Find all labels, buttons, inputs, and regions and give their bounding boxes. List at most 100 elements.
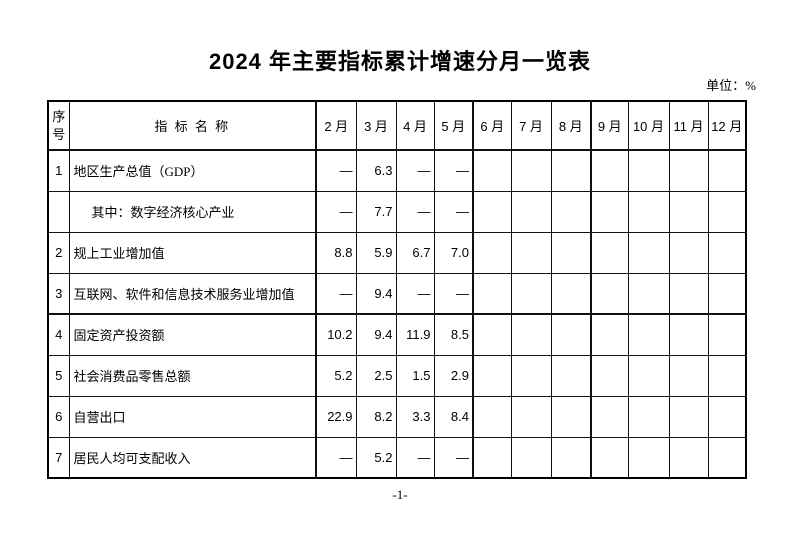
cell-value: 8.8 [315,231,357,274]
cell-value: — [315,149,357,192]
page-title: 2024 年主要指标累计增速分月一览表 [208,49,592,74]
table-row: 3 互联网、软件和信息技术服务业增加值 —9.4— — [47,272,747,315]
col-header-month-4: 4 月 [395,100,435,151]
cell-value [668,395,709,438]
cell-seq [47,190,70,233]
cell-seq: 1 [47,149,70,192]
cell-value [590,313,629,356]
table-row: 6 自营出口 22.9 8.2 3.3 8.4 [47,395,747,438]
cell-value: — [433,436,474,479]
cell-value [627,436,670,479]
cell-value: 9.4 [355,313,397,356]
col-header-month-5: 5 月 [433,100,474,151]
cell-value: 9.4 [355,272,397,315]
col-header-month-11: 11 月 [668,100,709,151]
cell-value [550,272,592,315]
cell-value: — [433,149,474,192]
col-header-month-2: 2 月 [315,100,357,151]
cell-value: 2.9 [433,354,474,397]
cell-value [590,190,629,233]
cell-seq: 2 [47,231,70,274]
cell-value [550,395,592,438]
cell-value [550,354,592,397]
cell-indicator: 社会消费品零售总额 [68,354,317,397]
cell-value [627,313,670,356]
table-row: 5 社会消费品零售总额 5.2 2.5 1.5 2.9 [47,354,747,397]
cell-value: — [315,272,357,315]
cell-indicator: 地区生产总值（GDP） [68,149,317,192]
cell-value [550,313,592,356]
cell-value: 8.5 [433,313,474,356]
cell-value [707,231,747,274]
cell-value: 6.3 [355,149,397,192]
cell-value: 7.0 [433,231,474,274]
cell-value [668,354,709,397]
cell-value [590,149,629,192]
table-row: 4 固定资产投资额 10.2 9.4 11.9 8.5 [47,313,747,356]
cell-value [550,436,592,479]
cell-value [627,231,670,274]
cell-value [590,436,629,479]
cell-value: — [433,190,474,233]
cell-value [472,231,512,274]
cell-value: 10.2 [315,313,357,356]
cell-value [510,395,552,438]
cell-value: — [395,149,435,192]
col-header-month-6: 6 月 [472,100,512,151]
cell-seq: 4 [47,313,70,356]
table-row: 1 地区生产总值（GDP） —6.3— — [47,149,747,192]
cell-value [472,354,512,397]
cell-seq: 3 [47,272,70,315]
cell-value [472,436,512,479]
cell-value [668,149,709,192]
cell-value [590,354,629,397]
cell-value [472,313,512,356]
cell-seq: 7 [47,436,70,479]
cell-value [472,190,512,233]
cell-value [627,395,670,438]
cell-seq: 6 [47,395,70,438]
cell-value: 11.9 [395,313,435,356]
cell-value [510,436,552,479]
cell-value [627,354,670,397]
cell-value: 5.2 [355,436,397,479]
cell-value: 22.9 [315,395,357,438]
cell-indicator: 互联网、软件和信息技术服务业增加值 [68,272,317,315]
cell-value [707,354,747,397]
cell-value [668,231,709,274]
cell-indicator: 居民人均可支配收入 [68,436,317,479]
table-body: 1 地区生产总值（GDP） —6.3— — 其中：数字经济核心产业 —7.7— —2 规上工业… [47,149,747,479]
cell-value: — [315,190,357,233]
cell-value: 7.7 [355,190,397,233]
cell-value [550,149,592,192]
cell-value [472,272,512,315]
cell-value [510,313,552,356]
cell-value [707,313,747,356]
cell-value [707,272,747,315]
unit-label: 单位：% [706,78,756,93]
col-header-indicator: 指 标 名 称 [68,100,317,151]
cell-value [472,149,512,192]
cell-value [510,149,552,192]
cell-value [668,272,709,315]
cell-value: — [433,272,474,315]
cell-value: 5.2 [315,354,357,397]
cell-indicator: 规上工业增加值 [68,231,317,274]
cell-value: 6.7 [395,231,435,274]
cell-value: 1.5 [395,354,435,397]
table-row: 2 规上工业增加值 8.8 5.9 6.7 7.0 [47,231,747,274]
cell-value: 2.5 [355,354,397,397]
cell-value [707,149,747,192]
cell-value [627,272,670,315]
cell-value [472,395,512,438]
cell-value [590,395,629,438]
cell-indicator: 自营出口 [68,395,317,438]
cell-value: 3.3 [395,395,435,438]
cell-value [707,395,747,438]
cell-value [510,354,552,397]
cell-value [627,149,670,192]
cell-value [510,231,552,274]
table-row: 7 居民人均可支配收入 —5.2— — [47,436,747,479]
